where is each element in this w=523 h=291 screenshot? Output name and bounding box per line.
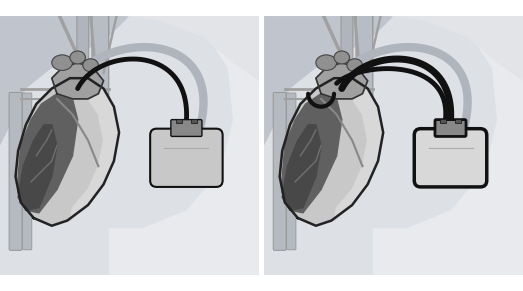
FancyBboxPatch shape [171, 120, 202, 136]
Polygon shape [109, 16, 259, 275]
FancyBboxPatch shape [287, 93, 296, 250]
FancyBboxPatch shape [273, 93, 286, 250]
Ellipse shape [83, 59, 98, 72]
FancyBboxPatch shape [356, 15, 373, 100]
Ellipse shape [334, 51, 349, 64]
Polygon shape [16, 78, 119, 226]
Polygon shape [282, 94, 342, 213]
Polygon shape [334, 78, 383, 221]
Polygon shape [70, 78, 119, 221]
Bar [176, 119, 182, 123]
FancyBboxPatch shape [150, 129, 223, 187]
FancyBboxPatch shape [341, 15, 353, 89]
FancyBboxPatch shape [435, 120, 466, 136]
FancyBboxPatch shape [92, 15, 109, 100]
Polygon shape [280, 78, 383, 226]
FancyBboxPatch shape [22, 93, 32, 250]
FancyBboxPatch shape [77, 15, 89, 89]
Polygon shape [52, 63, 104, 99]
Polygon shape [282, 125, 321, 210]
Ellipse shape [52, 55, 73, 70]
Polygon shape [124, 16, 259, 81]
Ellipse shape [70, 51, 85, 64]
Polygon shape [389, 16, 523, 81]
Bar [190, 119, 197, 123]
Ellipse shape [347, 59, 362, 72]
Polygon shape [316, 63, 368, 99]
Bar [440, 119, 446, 123]
Polygon shape [0, 16, 129, 146]
FancyBboxPatch shape [414, 129, 487, 187]
Bar [454, 119, 461, 123]
Polygon shape [18, 125, 57, 210]
Polygon shape [373, 16, 523, 275]
FancyBboxPatch shape [9, 93, 22, 250]
Polygon shape [264, 16, 393, 146]
Polygon shape [18, 94, 77, 213]
Ellipse shape [316, 55, 337, 70]
